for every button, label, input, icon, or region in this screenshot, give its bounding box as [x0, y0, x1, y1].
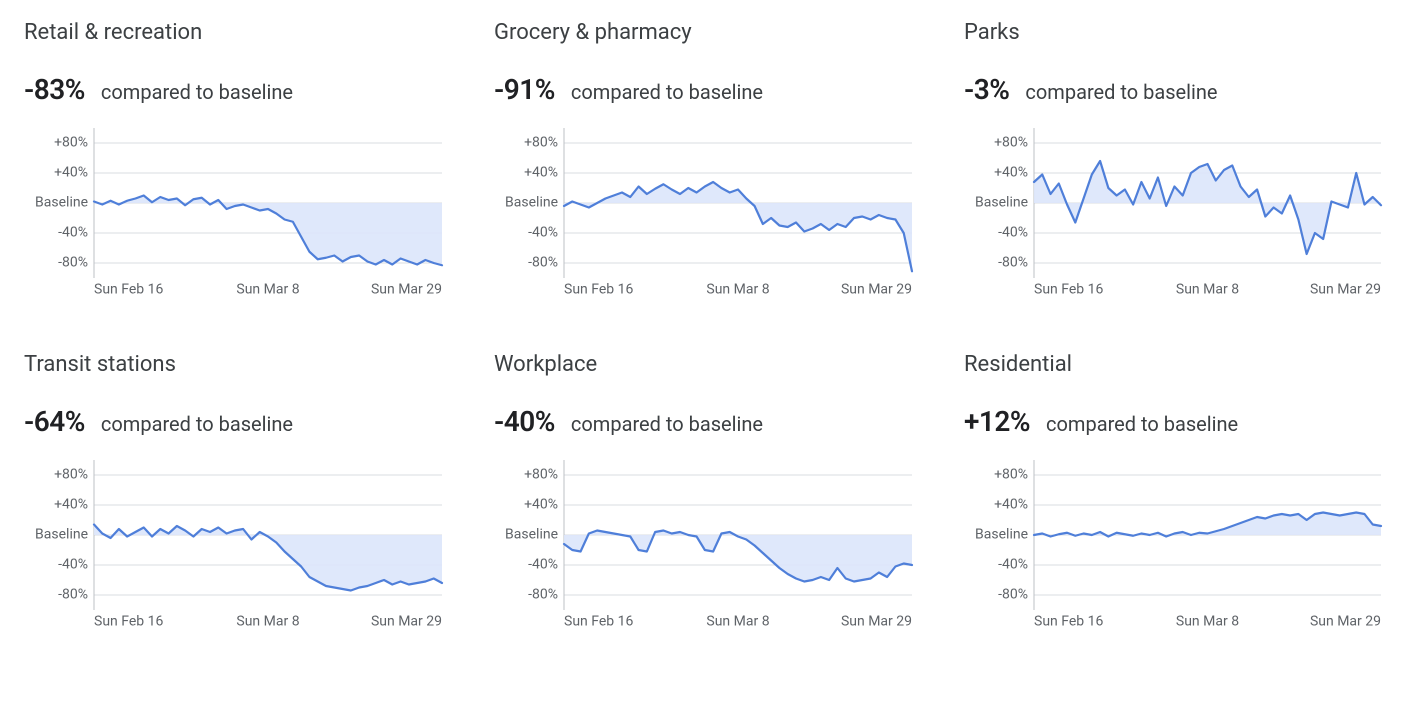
- x-tick-label: Sun Mar 8: [1176, 282, 1239, 298]
- chart-transit: +80% +40% Baseline -40% -80% Sun Feb 16 Sun Ma…: [24, 460, 446, 640]
- y-tick-label: +80%: [524, 467, 558, 483]
- chart-retail: +80% +40% Baseline -40% -80% Sun Feb 16 Sun Ma…: [24, 128, 446, 308]
- headline-value: -64%: [24, 405, 85, 438]
- x-tick-label: Sun Mar 29: [841, 614, 912, 630]
- series-fill: [564, 531, 912, 582]
- x-tick-label: Sun Mar 29: [1310, 614, 1381, 630]
- y-tick-label: -80%: [58, 587, 88, 603]
- y-tick-label: Baseline: [505, 195, 558, 211]
- x-tick-label: Sun Feb 16: [564, 614, 633, 630]
- y-tick-label: +40%: [54, 165, 88, 181]
- x-tick-label: Sun Feb 16: [1034, 614, 1103, 630]
- panel-workplace: Workplace -40% compared to baseline +80% +40…: [494, 352, 916, 640]
- headline-value: -91%: [494, 73, 555, 106]
- y-tick-label: +40%: [994, 497, 1028, 513]
- y-tick-label: -40%: [58, 557, 88, 573]
- y-tick-label: Baseline: [35, 195, 88, 211]
- headline: -83% compared to baseline: [24, 73, 446, 106]
- panel-title: Transit stations: [24, 352, 446, 377]
- headline: -91% compared to baseline: [494, 73, 916, 106]
- panel-title: Grocery & pharmacy: [494, 20, 916, 45]
- y-tick-label: +40%: [524, 497, 558, 513]
- chart-residential: +80% +40% Baseline -40% -80% Sun Feb 16 Sun Ma…: [964, 460, 1385, 640]
- panel-title: Retail & recreation: [24, 20, 446, 45]
- headline: -3% compared to baseline: [964, 73, 1385, 106]
- x-tick-label: Sun Mar 8: [706, 282, 769, 298]
- y-tick-label: -80%: [58, 255, 88, 271]
- y-tick-label: -40%: [998, 225, 1028, 241]
- chart-grid: Retail & recreation -83% compared to basel…: [24, 20, 1385, 640]
- y-tick-label: Baseline: [975, 527, 1028, 543]
- headline: -64% compared to baseline: [24, 405, 446, 438]
- y-tick-label: +80%: [524, 135, 558, 151]
- headline-value: -83%: [24, 73, 85, 106]
- panel-title: Workplace: [494, 352, 916, 377]
- y-tick-label: -80%: [998, 587, 1028, 603]
- chart-workplace: +80% +40% Baseline -40% -80% Sun Feb 16 Sun Ma…: [494, 460, 916, 640]
- y-tick-label: Baseline: [975, 195, 1028, 211]
- x-tick-label: Sun Mar 29: [371, 282, 442, 298]
- panel-parks: Parks -3% compared to baseline +80% +40% Base…: [964, 20, 1385, 308]
- x-tick-label: Sun Feb 16: [94, 282, 163, 298]
- panel-transit: Transit stations -64% compared to baseline…: [24, 352, 446, 640]
- panel-title: Residential: [964, 352, 1385, 377]
- x-tick-label: Sun Feb 16: [564, 282, 633, 298]
- x-tick-label: Sun Feb 16: [94, 614, 163, 630]
- panel-title: Parks: [964, 20, 1385, 45]
- x-tick-label: Sun Mar 8: [236, 614, 299, 630]
- y-tick-label: +40%: [994, 165, 1028, 181]
- y-tick-label: Baseline: [35, 527, 88, 543]
- headline-value: +12%: [964, 405, 1030, 438]
- panel-residential: Residential+12%compared to baseline+80%+…: [964, 352, 1385, 640]
- panel-retail: Retail & recreation -83% compared to basel…: [24, 20, 446, 308]
- y-tick-label: -40%: [528, 225, 558, 241]
- y-tick-label: Baseline: [505, 527, 558, 543]
- y-tick-label: -80%: [528, 255, 558, 271]
- y-tick-label: -80%: [528, 587, 558, 603]
- x-tick-label: Sun Mar 29: [1310, 282, 1381, 298]
- y-tick-label: -40%: [528, 557, 558, 573]
- y-tick-label: +40%: [54, 497, 88, 513]
- headline-subtitle: compared to baseline: [571, 80, 763, 104]
- x-tick-label: Sun Mar 8: [236, 282, 299, 298]
- x-tick-label: Sun Mar 8: [706, 614, 769, 630]
- panel-grocery: Grocery & pharmacy -91% compared to baseli…: [494, 20, 916, 308]
- x-tick-label: Sun Mar 8: [1176, 614, 1239, 630]
- headline: -40% compared to baseline: [494, 405, 916, 438]
- y-tick-label: +40%: [524, 165, 558, 181]
- y-tick-label: -80%: [998, 255, 1028, 271]
- series-fill: [94, 196, 442, 266]
- y-tick-label: +80%: [994, 135, 1028, 151]
- x-tick-label: Sun Mar 29: [841, 282, 912, 298]
- headline-value: -40%: [494, 405, 555, 438]
- y-tick-label: -40%: [58, 225, 88, 241]
- y-tick-label: +80%: [54, 135, 88, 151]
- chart-grocery: +80% +40% Baseline -40% -80% Sun Feb 16 Sun Ma…: [494, 128, 916, 308]
- x-tick-label: Sun Mar 29: [371, 614, 442, 630]
- series-fill: [94, 525, 442, 591]
- y-tick-label: +80%: [994, 467, 1028, 483]
- headline-subtitle: compared to baseline: [101, 412, 293, 436]
- y-tick-label: +80%: [54, 467, 88, 483]
- headline-subtitle: compared to baseline: [1046, 412, 1238, 436]
- y-tick-label: -40%: [998, 557, 1028, 573]
- headline-subtitle: compared to baseline: [101, 80, 293, 104]
- headline-subtitle: compared to baseline: [1025, 80, 1217, 104]
- x-tick-label: Sun Feb 16: [1034, 282, 1103, 298]
- series-fill: [1034, 161, 1381, 254]
- headline: +12% compared to baseline: [964, 405, 1385, 438]
- headline-value: -3%: [964, 73, 1009, 106]
- headline-subtitle: compared to baseline: [571, 412, 763, 436]
- chart-parks: +80% +40% Baseline -40% -80% Sun Feb 16 Sun Ma…: [964, 128, 1385, 308]
